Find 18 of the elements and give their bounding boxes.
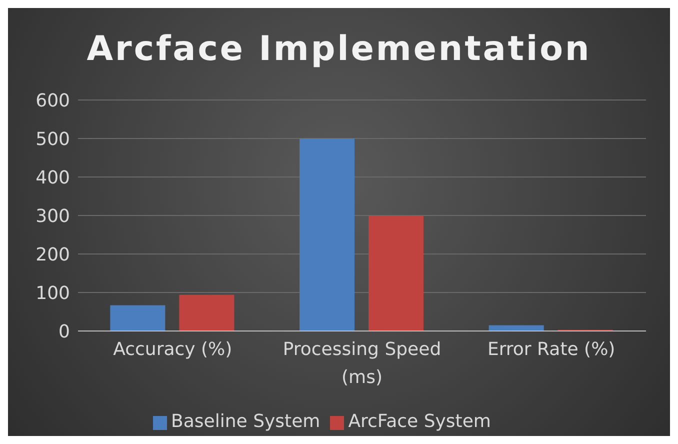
chart-title: Arcface Implementation [86,28,592,71]
y-tick-label: 300 [36,206,70,227]
y-tick-label: 600 [36,90,70,112]
y-tick-label: 100 [36,282,70,304]
x-tick-label: Accuracy (%) [113,339,232,360]
bar [368,216,424,331]
y-tick-label: 0 [58,321,70,342]
bar [300,138,355,331]
y-tick-label: 200 [36,244,70,266]
y-tick-label: 500 [36,128,70,150]
bar [488,325,544,331]
legend-label: ArcFace System [348,411,491,432]
y-tick-label: 400 [36,167,70,188]
x-tick-label: Processing Speed (ms) [282,339,442,388]
bar [179,294,234,331]
legend-label: Baseline System [171,411,320,432]
bar [110,305,166,331]
x-tick-label: Error Rate (%) [487,339,616,360]
